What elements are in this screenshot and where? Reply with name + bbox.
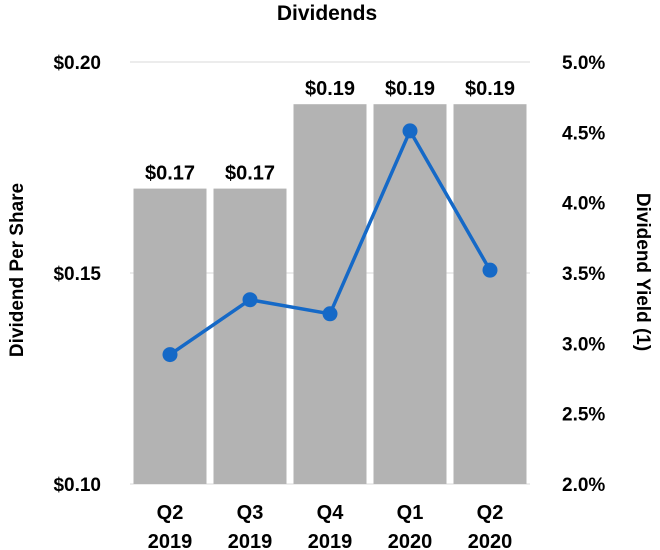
- right-tick-label: 4.0%: [562, 194, 605, 215]
- category-label-line: Q4: [317, 502, 345, 524]
- category-label-line: 2020: [388, 531, 433, 550]
- right-tick-label: 5.0%: [562, 53, 605, 74]
- yield-point: [242, 292, 258, 308]
- category-label: Q2 2020: [468, 502, 513, 550]
- category-label-line: 2019: [228, 531, 273, 550]
- bar-data-label: $0.17: [145, 163, 195, 185]
- chart-title: Dividends: [277, 2, 377, 25]
- right-axis-title: Dividend Yield (1): [632, 193, 653, 351]
- right-tick-label: 3.0%: [562, 334, 605, 355]
- bar: [373, 104, 447, 484]
- category-label: Q1 2020: [388, 502, 433, 550]
- right-tick-label: 4.5%: [562, 123, 605, 144]
- category-label-line: Q1: [397, 502, 424, 524]
- bar: [213, 188, 287, 484]
- right-tick-label: 2.5%: [562, 405, 605, 426]
- yield-point: [482, 262, 498, 278]
- yield-point: [402, 123, 418, 139]
- category-label-line: Q3: [237, 502, 264, 524]
- category-label-line: 2019: [308, 531, 353, 550]
- left-tick-label: $0.20: [53, 53, 101, 74]
- category-label-line: Q2: [477, 502, 504, 524]
- category-label-line: Q2: [157, 502, 184, 524]
- bar: [293, 104, 367, 484]
- yield-point: [322, 306, 338, 322]
- bar: [453, 104, 527, 484]
- category-label-line: 2019: [148, 531, 193, 550]
- right-tick-label: 3.5%: [562, 264, 605, 285]
- category-label: Q3 2019: [228, 502, 273, 550]
- left-axis-title: Dividend Per Share: [7, 183, 28, 357]
- category-label-line: 2020: [468, 531, 513, 550]
- bar-data-label: $0.19: [465, 78, 515, 100]
- right-tick-label: 2.0%: [562, 475, 605, 496]
- category-label: Q2 2019: [148, 502, 193, 550]
- category-label: Q4 2019: [308, 502, 353, 550]
- yield-point: [162, 347, 178, 363]
- bar-data-label: $0.17: [225, 163, 275, 185]
- left-tick-label: $0.15: [53, 264, 101, 285]
- bar-data-label: $0.19: [385, 78, 435, 100]
- bar-data-label: $0.19: [305, 78, 355, 100]
- left-tick-label: $0.10: [53, 475, 101, 496]
